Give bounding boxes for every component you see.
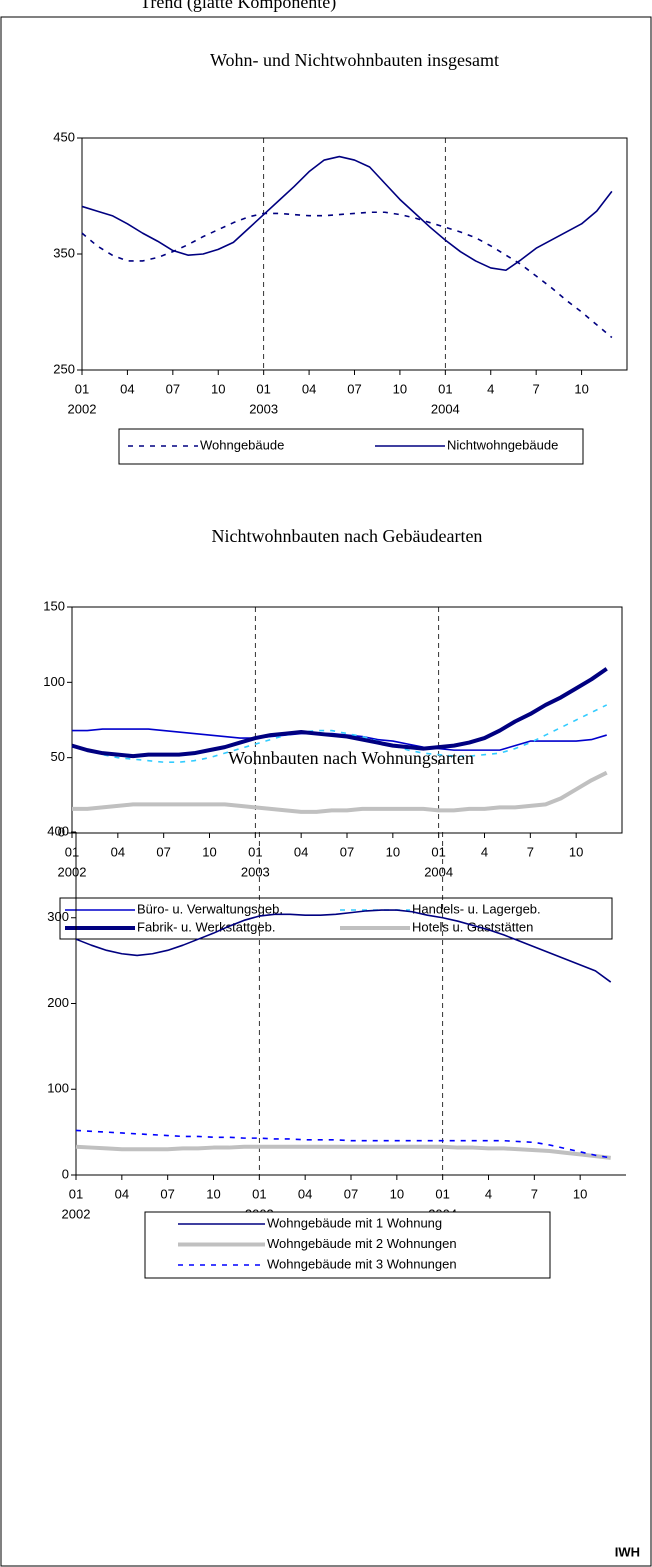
x-tick-label: 10	[574, 381, 588, 396]
x-tick-label: 04	[111, 844, 125, 859]
x-tick-label: 04	[298, 1186, 312, 1201]
x-tick-label: 4	[487, 381, 494, 396]
x-tick-label: 7	[533, 381, 540, 396]
x-tick-label: 01	[248, 844, 262, 859]
y-tick-label: 300	[47, 909, 69, 924]
year-label: 2002	[58, 864, 87, 879]
y-tick-label: 50	[51, 749, 65, 764]
series-line	[81, 155, 613, 272]
x-tick-label: 01	[252, 1186, 266, 1201]
x-tick-label: 01	[438, 381, 452, 396]
x-tick-label: 01	[75, 381, 89, 396]
legend-label: Wohngebäude mit 3 Wohnungen	[267, 1256, 457, 1271]
x-tick-label: 01	[65, 844, 79, 859]
x-tick-label: 7	[531, 1186, 538, 1201]
legend-label: Fabrik- u. Werkstattgeb.	[137, 919, 275, 934]
legend-label: Nichtwohngebäude	[447, 437, 558, 452]
series-line	[72, 728, 607, 751]
x-tick-label: 10	[386, 844, 400, 859]
legend-label: Wohngebäude	[200, 437, 284, 452]
x-tick-label: 04	[115, 1186, 129, 1201]
year-label: 2002	[62, 1206, 91, 1221]
legend-label: Hotels u. Gaststätten	[412, 919, 533, 934]
plot-frame	[81, 137, 628, 371]
legend-frame	[59, 897, 613, 940]
year-label: 2004	[431, 401, 460, 416]
header-title: Trend (glatte Komponente)	[140, 0, 336, 13]
x-tick-label: 04	[294, 844, 308, 859]
y-tick-label: 400	[47, 823, 69, 838]
y-tick-label: 0	[58, 824, 65, 839]
x-tick-label: 07	[340, 844, 354, 859]
chart-title: Nichtwohnbauten nach Gebäudearten	[212, 526, 483, 546]
x-tick-label: 01	[435, 1186, 449, 1201]
x-tick-label: 10	[393, 381, 407, 396]
x-tick-label: 4	[485, 1186, 492, 1201]
x-tick-label: 10	[390, 1186, 404, 1201]
y-tick-label: 450	[53, 129, 75, 144]
chart-title: Wohnbauten nach Wohnungsarten	[228, 748, 474, 768]
y-tick-label: 350	[53, 245, 75, 260]
x-tick-label: 07	[344, 1186, 358, 1201]
chart-title: Wohn- und Nichtwohnbauten insgesamt	[210, 50, 499, 70]
year-label: 2002	[68, 401, 97, 416]
x-tick-label: 07	[347, 381, 361, 396]
series-line	[81, 211, 613, 339]
y-tick-label: 200	[47, 995, 69, 1010]
x-tick-label: 01	[431, 844, 445, 859]
x-tick-label: 10	[202, 844, 216, 859]
page-frame	[0, 16, 652, 1567]
legend-label: Wohngebäude mit 1 Wohnung	[267, 1215, 442, 1230]
series-line	[75, 1129, 611, 1159]
series-line	[72, 770, 608, 814]
x-tick-label: 10	[573, 1186, 587, 1201]
y-tick-label: 100	[47, 1081, 69, 1096]
x-tick-label: 04	[302, 381, 316, 396]
x-tick-label: 7	[527, 844, 534, 859]
series-line	[71, 667, 608, 759]
y-tick-label: 250	[53, 361, 75, 376]
year-label: 2003	[241, 864, 270, 879]
x-tick-label: 10	[569, 844, 583, 859]
x-tick-label: 04	[120, 381, 134, 396]
series-line	[75, 1144, 611, 1160]
x-tick-label: 4	[481, 844, 488, 859]
x-tick-label: 10	[211, 381, 225, 396]
y-tick-label: 0	[62, 1166, 69, 1181]
legend-label: Handels- u. Lagergeb.	[412, 901, 541, 916]
year-label: 2003	[249, 401, 278, 416]
series-line	[75, 909, 612, 983]
year-label: 2004	[424, 864, 453, 879]
x-tick-label: 07	[166, 381, 180, 396]
x-tick-label: 10	[206, 1186, 220, 1201]
plot-frame	[71, 606, 623, 834]
x-tick-label: 01	[256, 381, 270, 396]
legend-label: Wohngebäude mit 2 Wohnungen	[267, 1236, 457, 1251]
footer-text: IWH	[615, 1544, 640, 1559]
legend-label: Büro- u. Verwaltungsgeb.	[137, 901, 283, 916]
y-tick-label: 100	[43, 674, 65, 689]
y-tick-label: 150	[43, 598, 65, 613]
series-line	[71, 704, 608, 763]
x-tick-label: 07	[156, 844, 170, 859]
x-tick-label: 01	[69, 1186, 83, 1201]
x-tick-label: 07	[160, 1186, 174, 1201]
